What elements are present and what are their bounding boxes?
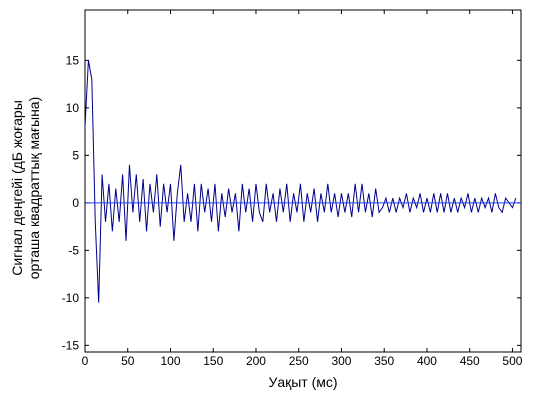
y-tick-label: -10: [62, 291, 80, 305]
y-axis-label: Сигнал деңгейі (дБ жоғары: [9, 100, 25, 276]
x-tick-label: 150: [203, 354, 223, 368]
x-axis-label: Уақыт (мс): [268, 374, 337, 390]
y-tick-label: 5: [72, 148, 79, 162]
x-tick-label: 350: [374, 354, 394, 368]
y-tick-label: -15: [62, 338, 80, 352]
x-tick-label: 250: [289, 354, 309, 368]
x-tick-label: 400: [417, 354, 437, 368]
x-tick-label: 100: [160, 354, 180, 368]
x-tick-label: 200: [246, 354, 266, 368]
x-tick-label: 50: [121, 354, 135, 368]
y-tick-label: 0: [72, 196, 79, 210]
y-tick-label: -5: [68, 243, 79, 257]
signal-line: [84, 60, 517, 303]
y-axis-label: орташа квадраттық мағына): [26, 97, 42, 280]
x-tick-label: 300: [331, 354, 351, 368]
plot-frame: [84, 9, 522, 353]
y-tick-label: 10: [66, 101, 80, 115]
x-tick-label: 450: [460, 354, 480, 368]
y-tick-label: 15: [66, 53, 80, 67]
x-tick-label: 0: [82, 354, 89, 368]
x-tick-label: 500: [502, 354, 522, 368]
